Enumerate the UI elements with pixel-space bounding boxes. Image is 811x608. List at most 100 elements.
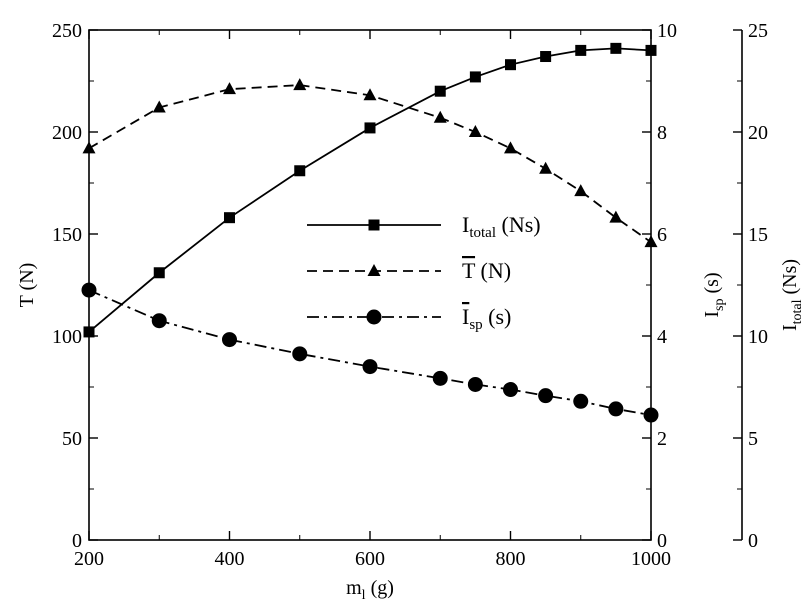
right2-tick-label: 15 [748,224,768,246]
right1-tick-label: 2 [657,428,667,450]
series-1-point [152,100,166,113]
x-axis-title: ml (g) [346,577,394,603]
left-tick-label: 50 [62,428,82,450]
series-2-point [292,346,308,362]
x-tick-label: 600 [355,548,385,570]
series-1-point [539,161,553,174]
legend-entry-0: Itotal (Ns) [307,212,541,241]
legend-label-0: Itotal (Ns) [462,212,541,241]
series-0-point [364,122,376,134]
series-1-point [504,141,517,154]
right1-tick-label: 4 [657,326,667,348]
series-layer [81,42,659,423]
left-tick-label: 100 [52,326,82,348]
left-tick-label: 0 [72,530,82,552]
series-2-point [643,407,659,423]
left-axis-title: T (N) [16,263,38,308]
right1-tick-label: 6 [657,224,667,246]
right1-tick-label: 0 [657,530,667,552]
series-0-point [540,51,552,63]
series-2-point [467,376,483,392]
legend-marker-2 [366,309,382,325]
left-tick-label: 150 [52,224,82,246]
legend-label-1-unit: (N) [475,258,511,283]
series-0-point [610,42,622,54]
legend-label-2-unit: (s) [483,304,512,329]
series-0-point [469,71,481,83]
series-0-point [434,85,446,97]
x-tick-label: 800 [496,548,526,570]
series-2-point [573,393,589,409]
axes-layer: 200 400 600 800 1000050100150200250024681005… [16,20,805,603]
series-1-line [88,84,652,243]
right2-axis-title-unit: (Ns) [779,259,801,300]
series-0-point [505,59,516,71]
legend-label-1-main: T [462,258,476,283]
right2-tick-label: 5 [748,428,758,450]
legend-label-0-sub: total [469,225,496,241]
series-0-point [294,165,306,177]
legend-entry-2: Isp (s) [307,304,511,333]
series-2 [81,282,659,423]
legend-label-2-main: I [462,304,469,329]
series-1-point [223,82,236,95]
legend: Itotal (Ns)T (N)Isp (s) [307,212,541,333]
legend-label-0-main: I [462,212,469,237]
x-axis-title-main: m [346,577,362,599]
series-1-point [293,78,307,91]
right2-tick-label: 0 [748,530,758,552]
right1-tick-label: 10 [657,20,677,42]
series-0-point [645,44,657,56]
series-0-point [83,326,95,338]
legend-label-2-sub: sp [469,317,482,333]
right1-tick-label: 8 [657,122,667,144]
right1-axis-title: Isp (s) [701,272,727,317]
right2-tick-label: 20 [748,122,768,144]
series-2-point [222,332,237,348]
plot-frame [88,29,652,541]
x-tick-label: 1000 [631,548,671,570]
right1-axis-title-main: I [701,311,723,318]
right1-axis-title-unit: (s) [701,272,723,298]
right2-axis-title: Itotal (Ns) [779,259,805,331]
series-1-point [574,184,588,197]
x-tick-label: 200 [74,548,104,570]
series-0-line [88,47,652,333]
series-2-point [151,313,167,329]
left-tick-label: 250 [52,20,82,42]
series-2-point [608,401,624,417]
series-2-point [432,370,448,386]
series-0-point [224,212,235,224]
x-axis-title-sub: l [362,588,366,603]
right2-axis-title-sub: total [790,299,805,324]
series-1-point [433,110,447,123]
legend-label-2: Isp (s) [462,304,511,333]
series-0-point [575,44,587,56]
series-2-point [81,282,97,298]
series-1-point [363,88,377,101]
left-tick-label: 200 [52,122,82,144]
series-2-point [503,382,518,398]
legend-marker-0 [368,219,380,231]
right1-axis-title-sub: sp [712,298,727,310]
x-axis-title-unit: (g) [366,577,394,599]
legend-marker-1 [367,264,381,276]
right2-axis-title-main: I [779,324,801,331]
series-1-point [468,125,482,137]
series-1-point [644,235,658,248]
legend-label-0-unit: (Ns) [496,212,541,237]
right2-tick-label: 25 [748,20,768,42]
legend-entry-1: T (N) [307,258,511,283]
series-2-point [362,359,378,375]
series-1 [82,78,658,248]
legend-label-1: T (N) [462,258,511,283]
x-tick-label: 400 [215,548,245,570]
series-1-point [82,141,96,154]
series-0 [83,42,657,338]
series-1-point [609,210,623,223]
series-2-line [88,289,652,416]
series-0-point [153,267,165,279]
series-2-point [538,388,554,404]
right2-tick-label: 10 [748,326,768,348]
